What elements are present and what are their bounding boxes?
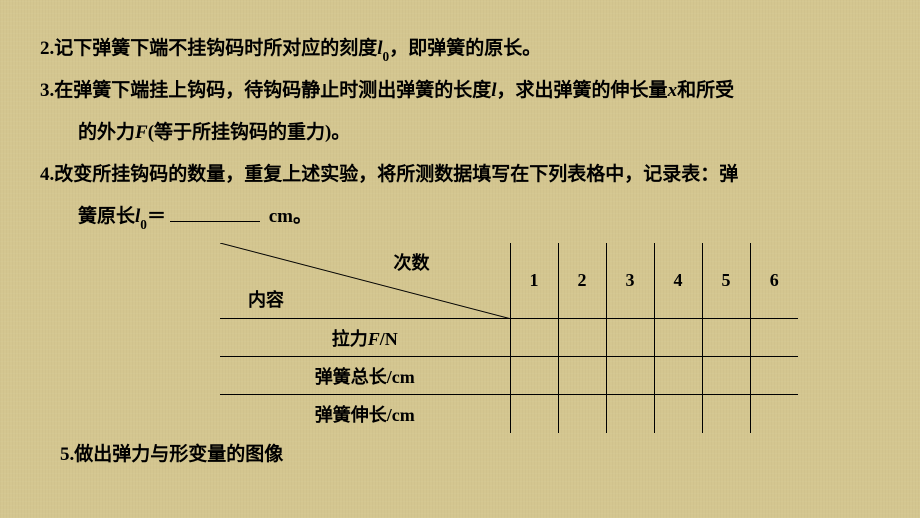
cell [606,319,654,357]
step-3-line1-a: 在弹簧下端挂上钩码，待钩码静止时测出弹簧的长度 [54,80,491,101]
step-3-line2: 的外力F(等于所挂钩码的重力)。 [40,114,880,152]
col-1: 1 [510,243,558,319]
step-3: 3.在弹簧下端挂上钩码，待钩码静止时测出弹簧的长度l，求出弹簧的伸长量x和所受 [40,72,880,110]
col-2: 2 [558,243,606,319]
cell [510,319,558,357]
header-bottom-label: 内容 [248,286,284,312]
col-3: 3 [606,243,654,319]
step-3-line2-a: 的外力 [78,122,135,143]
step-2-text-b: ，即弹簧的原长。 [389,38,541,59]
cell [558,357,606,395]
step-2-sub-0: 0 [383,49,390,64]
step-2-text-a: 记下弹簧下端不挂钩码时所对应的刻度 [54,38,377,59]
step-5-text: 做出弹力与形变量的图像 [74,444,283,465]
row-2-label-a: 弹簧总长/cm [315,367,415,387]
step-3-var-F: F [135,122,148,143]
row-1-var: F [368,329,380,349]
step-4-eq: ＝ [147,206,166,227]
table-header-row: 次数 内容 1 2 3 4 5 6 [220,243,798,319]
cell [750,395,798,433]
step-2-var-l: l [377,38,382,59]
cell [654,395,702,433]
header-top-label: 次数 [394,249,430,275]
data-table: 次数 内容 1 2 3 4 5 6 拉力F/N 弹簧总长/cm [220,243,798,433]
table-row: 弹簧伸长/cm [220,395,798,433]
step-4-line2: 簧原长l0＝ cm。 [40,198,880,236]
cell [510,357,558,395]
row-2-label: 弹簧总长/cm [220,357,510,395]
cell [750,319,798,357]
cell [558,319,606,357]
row-1-label-b: /N [380,329,398,349]
cell [702,319,750,357]
col-6: 6 [750,243,798,319]
cell [510,395,558,433]
step-4: 4.改变所挂钩码的数量，重复上述实验，将所测数据填写在下列表格中，记录表：弹 [40,156,880,194]
cell [654,357,702,395]
row-1-label-a: 拉力 [332,329,368,349]
diag-header-cell: 次数 内容 [220,243,510,319]
cell [606,395,654,433]
data-table-wrap: 次数 内容 1 2 3 4 5 6 拉力F/N 弹簧总长/cm [220,243,880,433]
step-3-num: 3. [40,80,54,101]
step-2: 2.记下弹簧下端不挂钩码时所对应的刻度l0，即弹簧的原长。 [40,30,880,68]
step-3-line2-b: (等于所挂钩码的重力)。 [148,122,351,143]
row-3-label: 弹簧伸长/cm [220,395,510,433]
cell [606,357,654,395]
col-4: 4 [654,243,702,319]
step-4-line2-a: 簧原长 [78,206,135,227]
step-4-cm: cm。 [264,206,312,227]
cell [750,357,798,395]
cell [654,319,702,357]
cell [558,395,606,433]
step-3-var-x: x [668,80,678,101]
blank-input [170,204,260,222]
step-3-line1-b: ，求出弹簧的伸长量 [497,80,668,101]
step-5: 5.做出弹力与形变量的图像 [40,439,880,466]
step-4-num: 4. [40,164,54,185]
col-5: 5 [702,243,750,319]
table-row: 弹簧总长/cm [220,357,798,395]
cell [702,357,750,395]
step-4-var-0: 0 [140,217,147,232]
table-row: 拉力F/N [220,319,798,357]
step-4-line1: 改变所挂钩码的数量，重复上述实验，将所测数据填写在下列表格中，记录表：弹 [54,164,738,185]
step-3-line1-c: 和所受 [677,80,734,101]
row-3-label-a: 弹簧伸长/cm [315,405,415,425]
cell [702,395,750,433]
row-1-label: 拉力F/N [220,319,510,357]
step-2-num: 2. [40,38,54,59]
step-5-num: 5. [60,444,74,465]
